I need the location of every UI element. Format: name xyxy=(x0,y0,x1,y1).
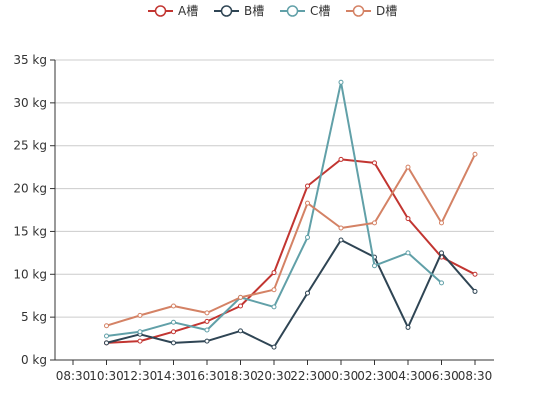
series-3 xyxy=(104,151,478,329)
data-point[interactable] xyxy=(305,183,310,189)
data-point[interactable] xyxy=(372,263,377,269)
data-point[interactable] xyxy=(405,164,411,170)
legend-item[interactable]: C槽 xyxy=(280,4,330,18)
x-tick-label: 20:30 xyxy=(257,369,292,383)
data-point[interactable] xyxy=(171,329,176,335)
x-tick-label: 18:30 xyxy=(223,369,258,383)
data-point[interactable] xyxy=(472,151,478,157)
x-tick-label: 12:30 xyxy=(123,369,158,383)
x-tick-label: 00:30 xyxy=(324,369,359,383)
legend-label: B槽 xyxy=(244,4,264,18)
data-point[interactable] xyxy=(137,312,143,318)
data-point[interactable] xyxy=(271,304,277,310)
data-point[interactable] xyxy=(372,160,377,166)
legend-item[interactable]: A槽 xyxy=(148,4,198,18)
data-point[interactable] xyxy=(305,290,310,296)
data-point[interactable] xyxy=(171,303,176,309)
data-point[interactable] xyxy=(137,329,143,335)
series-line xyxy=(106,239,476,349)
series-line xyxy=(106,81,443,337)
data-point[interactable] xyxy=(104,340,109,346)
x-tick-label: 22:30 xyxy=(290,369,325,383)
y-tick-label: 30 kg xyxy=(13,96,47,110)
y-tick-label: 15 kg xyxy=(13,224,47,238)
data-point[interactable] xyxy=(405,324,411,330)
legend[interactable]: A槽 B槽 C槽 D槽 xyxy=(148,4,397,18)
legend-label: D槽 xyxy=(376,4,397,18)
y-tick-label: 0 kg xyxy=(21,353,47,367)
data-point[interactable] xyxy=(305,200,310,206)
legend-item[interactable]: B槽 xyxy=(214,4,264,18)
series-line xyxy=(106,153,476,327)
data-point[interactable] xyxy=(439,220,444,226)
axes: 0 kg 5 kg 10 kg 15 kg 20 kg 25 kg 30 kg 35 kg 08… xyxy=(13,53,494,383)
legend-item[interactable]: D槽 xyxy=(346,4,397,18)
data-point[interactable] xyxy=(104,323,109,329)
data-point[interactable] xyxy=(171,340,176,346)
data-point[interactable] xyxy=(238,303,243,309)
data-point[interactable] xyxy=(204,338,210,344)
data-point[interactable] xyxy=(439,250,444,256)
data-point[interactable] xyxy=(372,220,377,226)
series-1 xyxy=(104,237,478,350)
grid xyxy=(55,59,494,318)
data-point[interactable] xyxy=(305,234,310,240)
series-layer xyxy=(104,79,478,350)
data-point[interactable] xyxy=(238,294,243,300)
x-tick-label: 08:30 xyxy=(458,369,493,383)
data-point[interactable] xyxy=(271,270,277,276)
data-point[interactable] xyxy=(405,250,411,256)
data-point[interactable] xyxy=(472,271,478,277)
data-point[interactable] xyxy=(104,333,109,339)
x-tick-label: 10:30 xyxy=(89,369,124,383)
x-tick-label: 02:30 xyxy=(357,369,392,383)
x-tick-label: 14:30 xyxy=(156,369,191,383)
y-tick-label: 5 kg xyxy=(21,310,47,324)
data-point[interactable] xyxy=(338,156,344,162)
series-2 xyxy=(104,79,444,339)
legend-marker xyxy=(352,5,365,17)
x-tick-label: 08:30 xyxy=(56,369,91,383)
data-point[interactable] xyxy=(204,318,210,324)
legend-label: A槽 xyxy=(178,4,198,18)
data-point[interactable] xyxy=(204,327,210,333)
legend-marker xyxy=(154,5,167,17)
data-point[interactable] xyxy=(439,280,444,286)
x-tick-label: 06:30 xyxy=(424,369,459,383)
legend-label: C槽 xyxy=(310,4,330,18)
legend-marker xyxy=(220,5,233,17)
x-tick-label: 04:30 xyxy=(391,369,426,383)
y-tick-label: 35 kg xyxy=(13,53,47,67)
x-tick-label: 16:30 xyxy=(190,369,225,383)
data-point[interactable] xyxy=(238,328,243,334)
y-tick-label: 10 kg xyxy=(13,267,47,281)
data-point[interactable] xyxy=(472,288,478,294)
y-tick-label: 20 kg xyxy=(13,182,47,196)
data-point[interactable] xyxy=(171,319,176,325)
data-point[interactable] xyxy=(137,338,143,344)
y-tick-label: 25 kg xyxy=(13,139,47,153)
data-point[interactable] xyxy=(204,310,210,316)
data-point[interactable] xyxy=(405,216,411,222)
data-point[interactable] xyxy=(271,287,277,293)
data-point[interactable] xyxy=(338,237,344,243)
data-point[interactable] xyxy=(338,225,344,231)
data-point[interactable] xyxy=(271,344,277,350)
legend-marker xyxy=(286,5,299,17)
data-point[interactable] xyxy=(338,79,344,85)
series-line xyxy=(106,158,476,344)
